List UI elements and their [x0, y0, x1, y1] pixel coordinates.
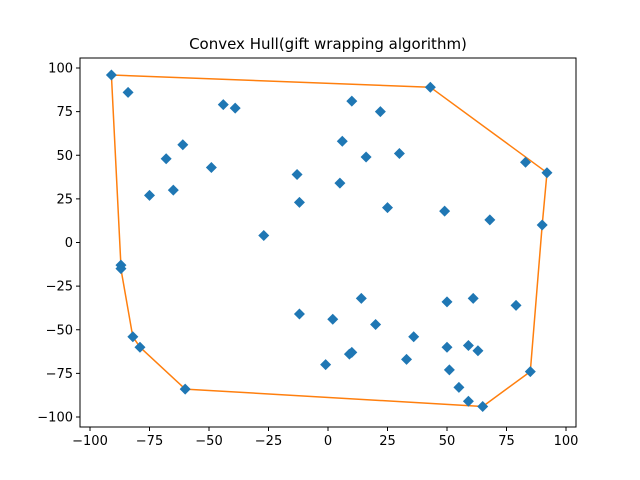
- data-point: [520, 156, 532, 168]
- data-point: [401, 353, 413, 365]
- data-point: [360, 151, 372, 163]
- data-point: [144, 189, 155, 201]
- data-point: [510, 299, 522, 311]
- x-tick-label: 0: [324, 434, 332, 449]
- data-point: [122, 86, 134, 98]
- x-tick-label: −50: [195, 434, 222, 449]
- data-point: [536, 219, 548, 231]
- data-point: [105, 69, 117, 81]
- data-point: [439, 205, 451, 217]
- data-point: [217, 99, 229, 111]
- data-point: [424, 81, 436, 93]
- data-point: [167, 184, 179, 196]
- x-tick-label: 100: [554, 434, 579, 449]
- data-point: [336, 135, 348, 147]
- data-point: [327, 313, 339, 325]
- data-point: [160, 153, 172, 165]
- data-point: [467, 292, 479, 304]
- data-point: [258, 230, 270, 242]
- data-point: [443, 364, 455, 376]
- data-point: [441, 341, 453, 353]
- data-point: [370, 319, 382, 331]
- data-point: [453, 381, 465, 393]
- data-point: [524, 366, 536, 378]
- data-point: [127, 331, 139, 343]
- data-point: [343, 348, 355, 360]
- y-tick-label: 75: [56, 105, 73, 120]
- y-tick-label: 50: [56, 149, 73, 164]
- data-point: [462, 339, 474, 351]
- y-tick-label: −50: [46, 323, 73, 338]
- x-axis: −100 −75 −50 −25 0 25 50 75 100: [72, 427, 578, 449]
- y-tick-label: 0: [65, 236, 73, 251]
- data-point: [484, 214, 496, 226]
- y-tick-label: 25: [56, 192, 73, 207]
- data-point: [355, 292, 367, 304]
- y-tick-label: −75: [46, 367, 73, 382]
- data-point: [393, 148, 405, 160]
- x-tick-label: 75: [498, 434, 515, 449]
- data-point: [462, 395, 474, 407]
- chart-title: Convex Hull(gift wrapping algorithm): [189, 35, 467, 53]
- data-point: [374, 106, 386, 118]
- data-point: [179, 383, 191, 395]
- x-tick-label: −100: [72, 434, 108, 449]
- x-tick-label: 50: [439, 434, 456, 449]
- x-tick-label: 25: [379, 434, 396, 449]
- y-tick-label: −100: [37, 411, 73, 426]
- data-point: [320, 359, 332, 371]
- y-tick-label: −25: [46, 280, 73, 295]
- y-axis: −100 −75 −50 −25 0 25 50 75 100: [37, 62, 80, 426]
- x-tick-label: −75: [136, 434, 163, 449]
- data-point: [205, 161, 217, 173]
- data-point: [291, 168, 303, 180]
- data-point: [346, 95, 358, 107]
- data-point: [477, 401, 489, 413]
- data-point: [382, 202, 393, 214]
- y-tick-label: 100: [48, 62, 73, 77]
- data-point: [177, 139, 189, 151]
- data-point: [441, 296, 453, 308]
- data-point: [334, 177, 346, 189]
- data-point: [229, 102, 241, 114]
- scatter-points-layer: [105, 69, 553, 413]
- data-point: [293, 196, 305, 208]
- data-point: [134, 341, 146, 353]
- data-point: [408, 331, 420, 343]
- data-point: [293, 308, 305, 320]
- data-point: [115, 263, 127, 275]
- data-point: [541, 167, 553, 179]
- x-tick-label: −25: [255, 434, 282, 449]
- data-point: [472, 345, 484, 357]
